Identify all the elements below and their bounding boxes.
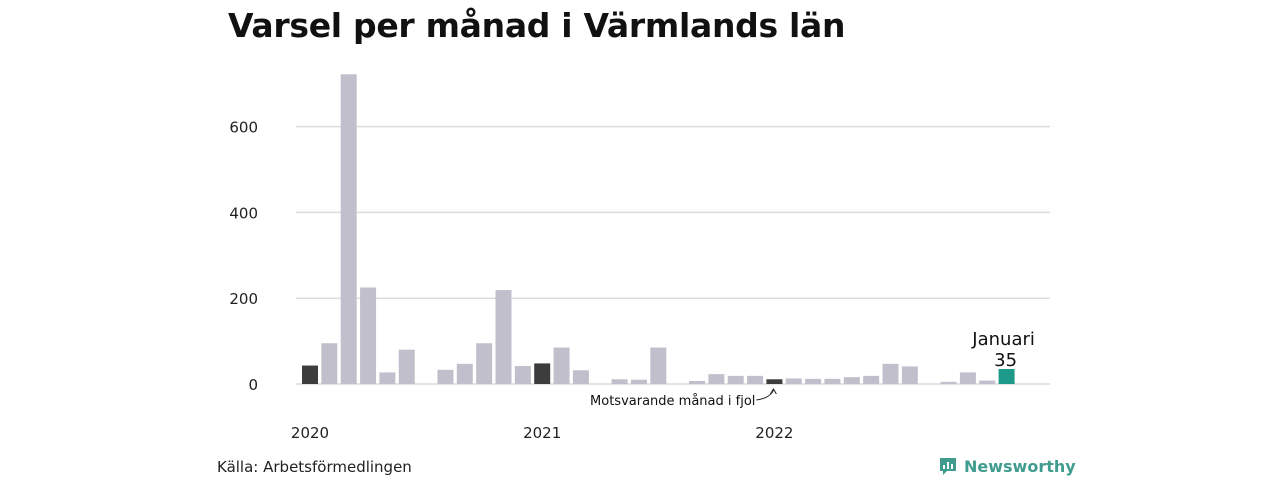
- bar: [727, 375, 744, 384]
- bar-previous-year: [766, 379, 783, 384]
- bar: [456, 363, 473, 384]
- x-tick-label: 2020: [291, 424, 329, 442]
- x-tick-label: 2021: [523, 424, 561, 442]
- bar: [650, 347, 667, 384]
- current-month-label: Januari: [971, 329, 1035, 350]
- bar: [340, 74, 357, 384]
- bar: [689, 380, 705, 384]
- chart-title: Varsel per månad i Värmlands län: [228, 6, 846, 45]
- bar: [901, 366, 918, 384]
- brand-name: Newsworthy: [964, 456, 1076, 476]
- y-axis-ticks: 0 200 400 600: [229, 119, 258, 394]
- bar: [940, 381, 957, 384]
- annotations: Motsvarande månad i fjol Januari 35: [590, 329, 1035, 409]
- bar: [824, 378, 841, 384]
- bar: [979, 380, 996, 384]
- bar: [785, 378, 802, 384]
- bar: [321, 343, 338, 384]
- bar: [630, 379, 647, 384]
- bar: [882, 363, 899, 384]
- bar: [360, 287, 377, 384]
- bar: [747, 375, 764, 384]
- y-tick-label: 600: [229, 119, 258, 137]
- y-tick-label: 400: [229, 204, 258, 222]
- current-value-label: 35: [994, 350, 1017, 371]
- bar: [959, 372, 976, 384]
- newsworthy-chart-icon: [940, 458, 956, 475]
- bar-previous-year: [534, 363, 551, 384]
- bar: [379, 372, 396, 384]
- y-tick-label: 200: [229, 290, 258, 308]
- bar: [843, 377, 860, 384]
- bar-previous-year: [302, 365, 318, 384]
- bar: [572, 370, 589, 384]
- brand-logo: Newsworthy: [938, 456, 1076, 476]
- annotation-arrow: [756, 388, 777, 401]
- bar: [611, 379, 628, 384]
- bar: [553, 347, 570, 384]
- bar: [476, 343, 493, 384]
- y-tick-label: 0: [248, 376, 258, 394]
- x-tick-label: 2022: [755, 424, 793, 442]
- x-axis-ticks: 2020 2021 2022: [291, 424, 794, 442]
- bar: [708, 374, 725, 384]
- bar: [805, 378, 822, 384]
- bar: [863, 375, 880, 384]
- bar: [398, 349, 415, 384]
- bar: [495, 290, 512, 384]
- bar: [437, 369, 454, 384]
- bars: [302, 74, 1015, 384]
- annotation-label: Motsvarande månad i fjol: [590, 394, 755, 409]
- bar: [514, 365, 531, 384]
- source-note: Källa: Arbetsförmedlingen: [217, 458, 412, 476]
- grid-lines: [296, 125, 1050, 385]
- bar-current: [998, 368, 1015, 384]
